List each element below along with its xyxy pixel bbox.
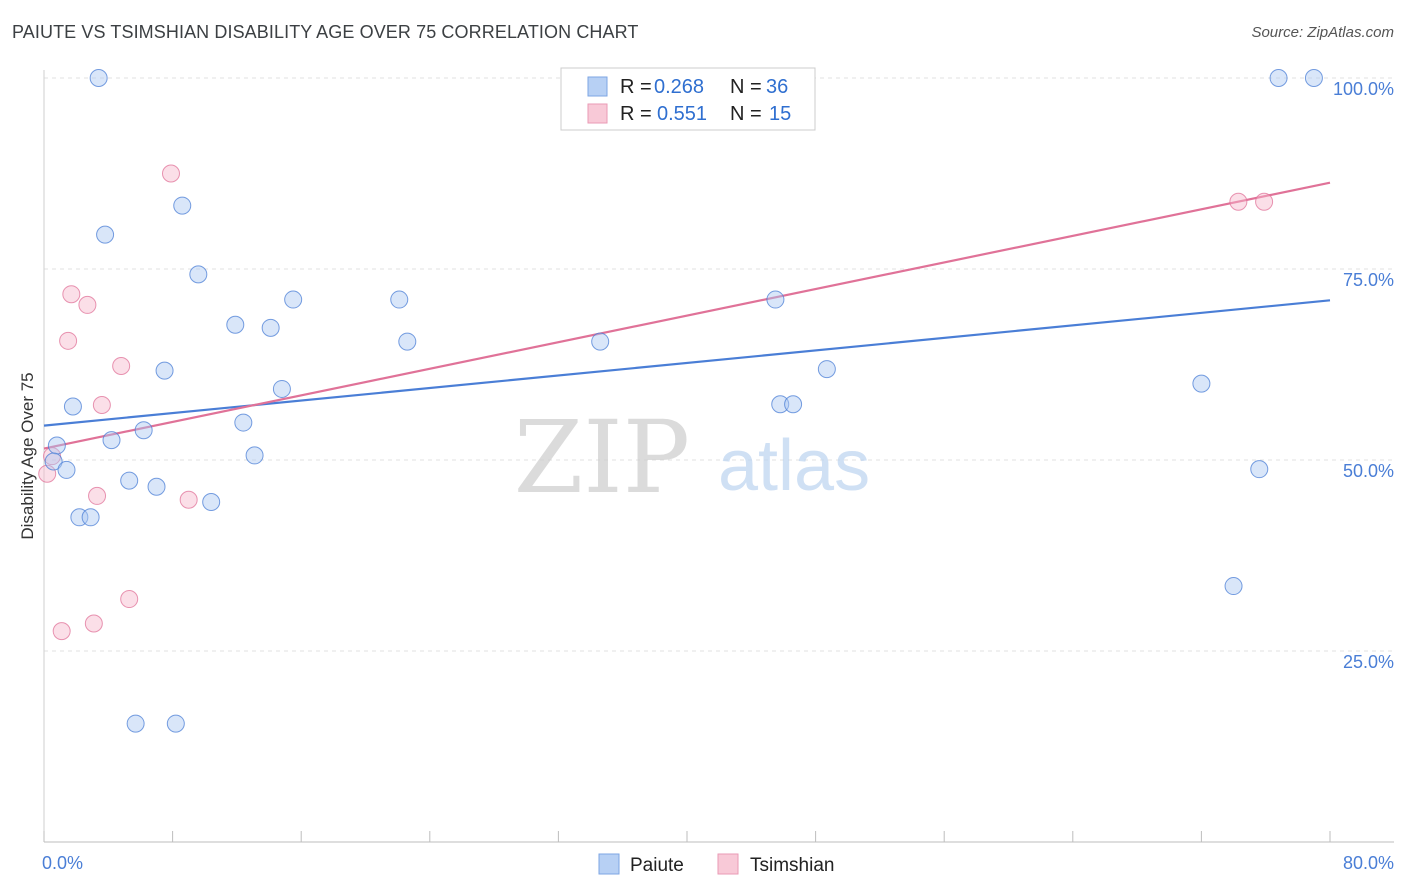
y-tick-label: 75.0%: [1343, 270, 1394, 290]
data-point-paiute: [44, 452, 63, 471]
data-point-paiute: [1304, 69, 1323, 87]
data-point-paiute: [134, 421, 153, 440]
x-tick-label: 0.0%: [42, 853, 83, 873]
legend-n-value: 36: [766, 76, 788, 98]
data-point-paiute: [284, 290, 303, 309]
tick-labels: 25.0% 50.0% 75.0% 100.0% 0.0% 80.0%: [42, 79, 1394, 873]
data-point-tsimshian: [78, 295, 97, 314]
data-point-paiute: [173, 196, 192, 215]
data-points: [38, 69, 1323, 733]
legend-swatch-paiute: [587, 76, 608, 97]
data-point-paiute: [245, 446, 264, 465]
data-point-tsimshian: [88, 486, 107, 505]
data-point-paiute: [398, 332, 417, 351]
data-point-paiute: [1269, 69, 1288, 87]
data-point-paiute: [1192, 374, 1211, 393]
data-point-tsimshian: [161, 164, 180, 183]
legend-n-value: 15: [769, 103, 791, 125]
legend-n-label: N =: [730, 76, 762, 98]
series-swatch-tsimshian: [717, 853, 739, 875]
y-tick-label: 50.0%: [1343, 461, 1394, 481]
source-credit: Source: ZipAtlas.com: [1251, 24, 1394, 41]
data-point-paiute: [784, 395, 803, 414]
data-point-paiute: [202, 493, 221, 512]
data-point-paiute: [390, 290, 409, 309]
data-point-paiute: [1224, 577, 1243, 596]
data-point-paiute: [147, 477, 166, 496]
data-point-tsimshian: [92, 395, 111, 414]
data-point-tsimshian: [179, 490, 198, 509]
gridlines: [44, 77, 1394, 652]
data-point-paiute: [89, 69, 108, 87]
chart-title: PAIUTE VS TSIMSHIAN DISABILITY AGE OVER …: [12, 22, 639, 42]
data-point-paiute: [63, 397, 82, 416]
data-point-paiute: [261, 318, 280, 337]
legend-swatch-tsimshian: [587, 103, 608, 124]
data-point-paiute: [189, 265, 208, 284]
data-point-paiute: [1250, 460, 1269, 479]
watermark-zip: ZIP: [514, 399, 690, 516]
series-label-tsimshian: Tsimshian: [750, 855, 834, 876]
data-point-tsimshian: [1255, 192, 1274, 211]
data-point-tsimshian: [59, 331, 78, 350]
legend-r-value: 0.551: [657, 103, 707, 125]
legend-r-label: R =: [620, 76, 652, 98]
data-point-paiute: [272, 379, 291, 398]
data-point-paiute: [120, 471, 139, 490]
legend-r-label: R =: [620, 103, 652, 125]
data-point-paiute: [234, 413, 253, 432]
data-point-paiute: [96, 225, 115, 244]
legend-n-label: N =: [730, 103, 762, 125]
data-point-paiute: [126, 714, 145, 733]
data-point-tsimshian: [62, 285, 81, 304]
data-point-paiute: [57, 460, 76, 479]
correlation-legend: R = 0.268 N = 36 R = 0.551 N = 15: [560, 67, 816, 131]
data-point-paiute: [766, 290, 785, 309]
trend-lines: [43, 181, 1331, 450]
data-point-paiute: [817, 360, 836, 379]
data-point-paiute: [166, 714, 185, 733]
data-point-paiute: [771, 395, 790, 414]
data-point-tsimshian: [120, 590, 139, 609]
legend-r-value: 0.268: [654, 76, 704, 98]
data-point-paiute: [155, 361, 174, 380]
data-point-paiute: [81, 508, 100, 527]
series-label-paiute: Paiute: [630, 855, 684, 876]
series-legend: Paiute Tsimshian: [598, 853, 834, 876]
data-point-paiute: [102, 431, 121, 450]
data-point-tsimshian: [112, 357, 131, 376]
data-point-tsimshian: [84, 614, 103, 633]
series-swatch-paiute: [598, 853, 620, 875]
data-point-tsimshian: [52, 622, 71, 641]
data-point-paiute: [47, 436, 66, 455]
y-tick-label: 100.0%: [1333, 79, 1394, 99]
y-axis-label: Disability Age Over 75: [18, 372, 37, 539]
y-tick-label: 25.0%: [1343, 652, 1394, 672]
data-point-tsimshian: [1229, 192, 1248, 211]
data-point-paiute: [591, 332, 610, 351]
watermark-atlas: atlas: [718, 426, 870, 506]
x-tick-label: 80.0%: [1343, 853, 1394, 873]
data-point-paiute: [226, 315, 245, 334]
trend-line-tsimshian: [43, 181, 1331, 450]
